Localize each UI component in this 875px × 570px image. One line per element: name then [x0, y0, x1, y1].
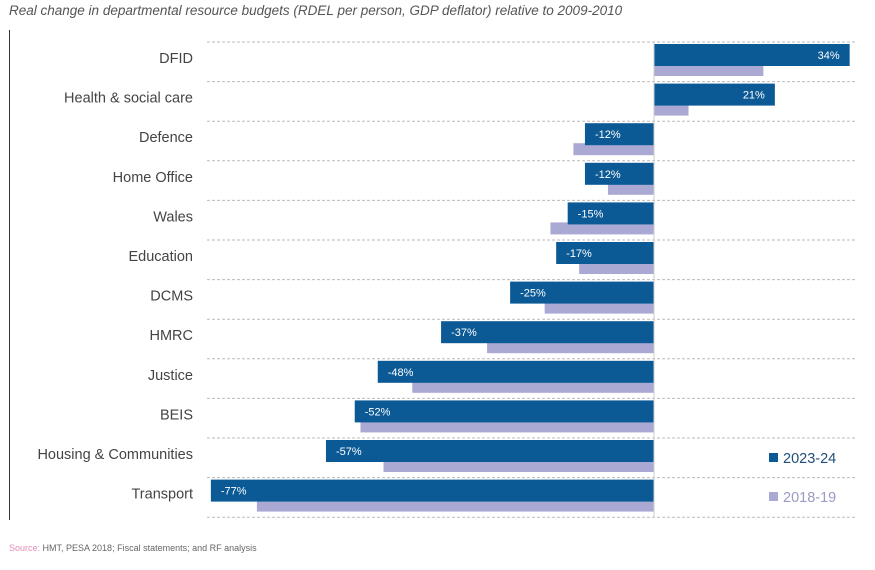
data-label: 34% [818, 50, 840, 62]
legend-label-2018-19: 2018-19 [783, 490, 836, 506]
source-label: Source: [9, 543, 41, 553]
source-note: Source: HMT, PESA 2018; Fiscal statement… [9, 543, 257, 553]
bar-2018-19 [360, 420, 654, 433]
bar-2018-19 [654, 64, 764, 76]
data-label: 21% [743, 90, 765, 102]
data-label: -17% [566, 248, 592, 260]
bar-2018-19 [579, 262, 654, 274]
data-label: -52% [365, 406, 391, 418]
bar-2023-24 [584, 162, 654, 185]
source-text: HMT, PESA 2018; Fiscal statements; and R… [40, 543, 257, 553]
bar-2018-19 [383, 460, 654, 472]
category-label: Housing & Communities [37, 447, 193, 463]
legend-swatch-2023-24 [769, 453, 778, 462]
category-label: Defence [139, 130, 193, 146]
data-label: -77% [221, 486, 247, 498]
category-label: Justice [148, 368, 193, 384]
bar-chart: 34% DFID 21% Health & social care -12% Defenc… [9, 30, 856, 520]
data-label: -48% [388, 367, 414, 379]
category-label: Wales [153, 209, 193, 225]
bar-2023-24 [377, 360, 654, 383]
chart-title: Real change in departmental resource bud… [9, 3, 623, 18]
legend-swatch-2018-19 [769, 492, 778, 501]
bar-2018-19 [573, 143, 654, 156]
bar-2018-19 [654, 103, 689, 116]
legend-label-2023-24: 2023-24 [783, 451, 836, 467]
data-label: -37% [451, 327, 477, 339]
data-label: -12% [595, 129, 621, 141]
category-label: BEIS [160, 407, 193, 423]
data-label: -57% [336, 446, 362, 458]
category-label: DCMS [150, 289, 193, 305]
bar-2018-19 [412, 380, 654, 393]
bar-2023-24 [354, 400, 654, 423]
bar-2023-24 [654, 44, 850, 66]
bar-2023-24 [556, 242, 654, 264]
data-label: -25% [520, 288, 546, 300]
category-label: Home Office [113, 170, 193, 186]
category-label: Education [129, 249, 194, 265]
bar-2018-19 [607, 182, 654, 195]
bar-2023-24 [584, 123, 654, 146]
data-label: -12% [595, 169, 621, 181]
bar-2018-19 [544, 301, 654, 314]
bar-2023-24 [210, 479, 655, 502]
bar-2023-24 [510, 281, 654, 304]
category-label: Health & social care [64, 91, 193, 107]
bar-2023-24 [325, 440, 654, 462]
bar-2023-24 [567, 202, 654, 225]
category-label: Transport [131, 487, 193, 503]
category-label: DFID [159, 51, 193, 67]
bar-2018-19 [487, 341, 654, 354]
category-label: HMRC [150, 328, 194, 344]
bar-2018-19 [550, 222, 654, 235]
data-label: -15% [578, 208, 604, 220]
bar-2023-24 [441, 321, 654, 344]
bar-2018-19 [256, 499, 654, 512]
bar-2023-24 [654, 83, 775, 106]
